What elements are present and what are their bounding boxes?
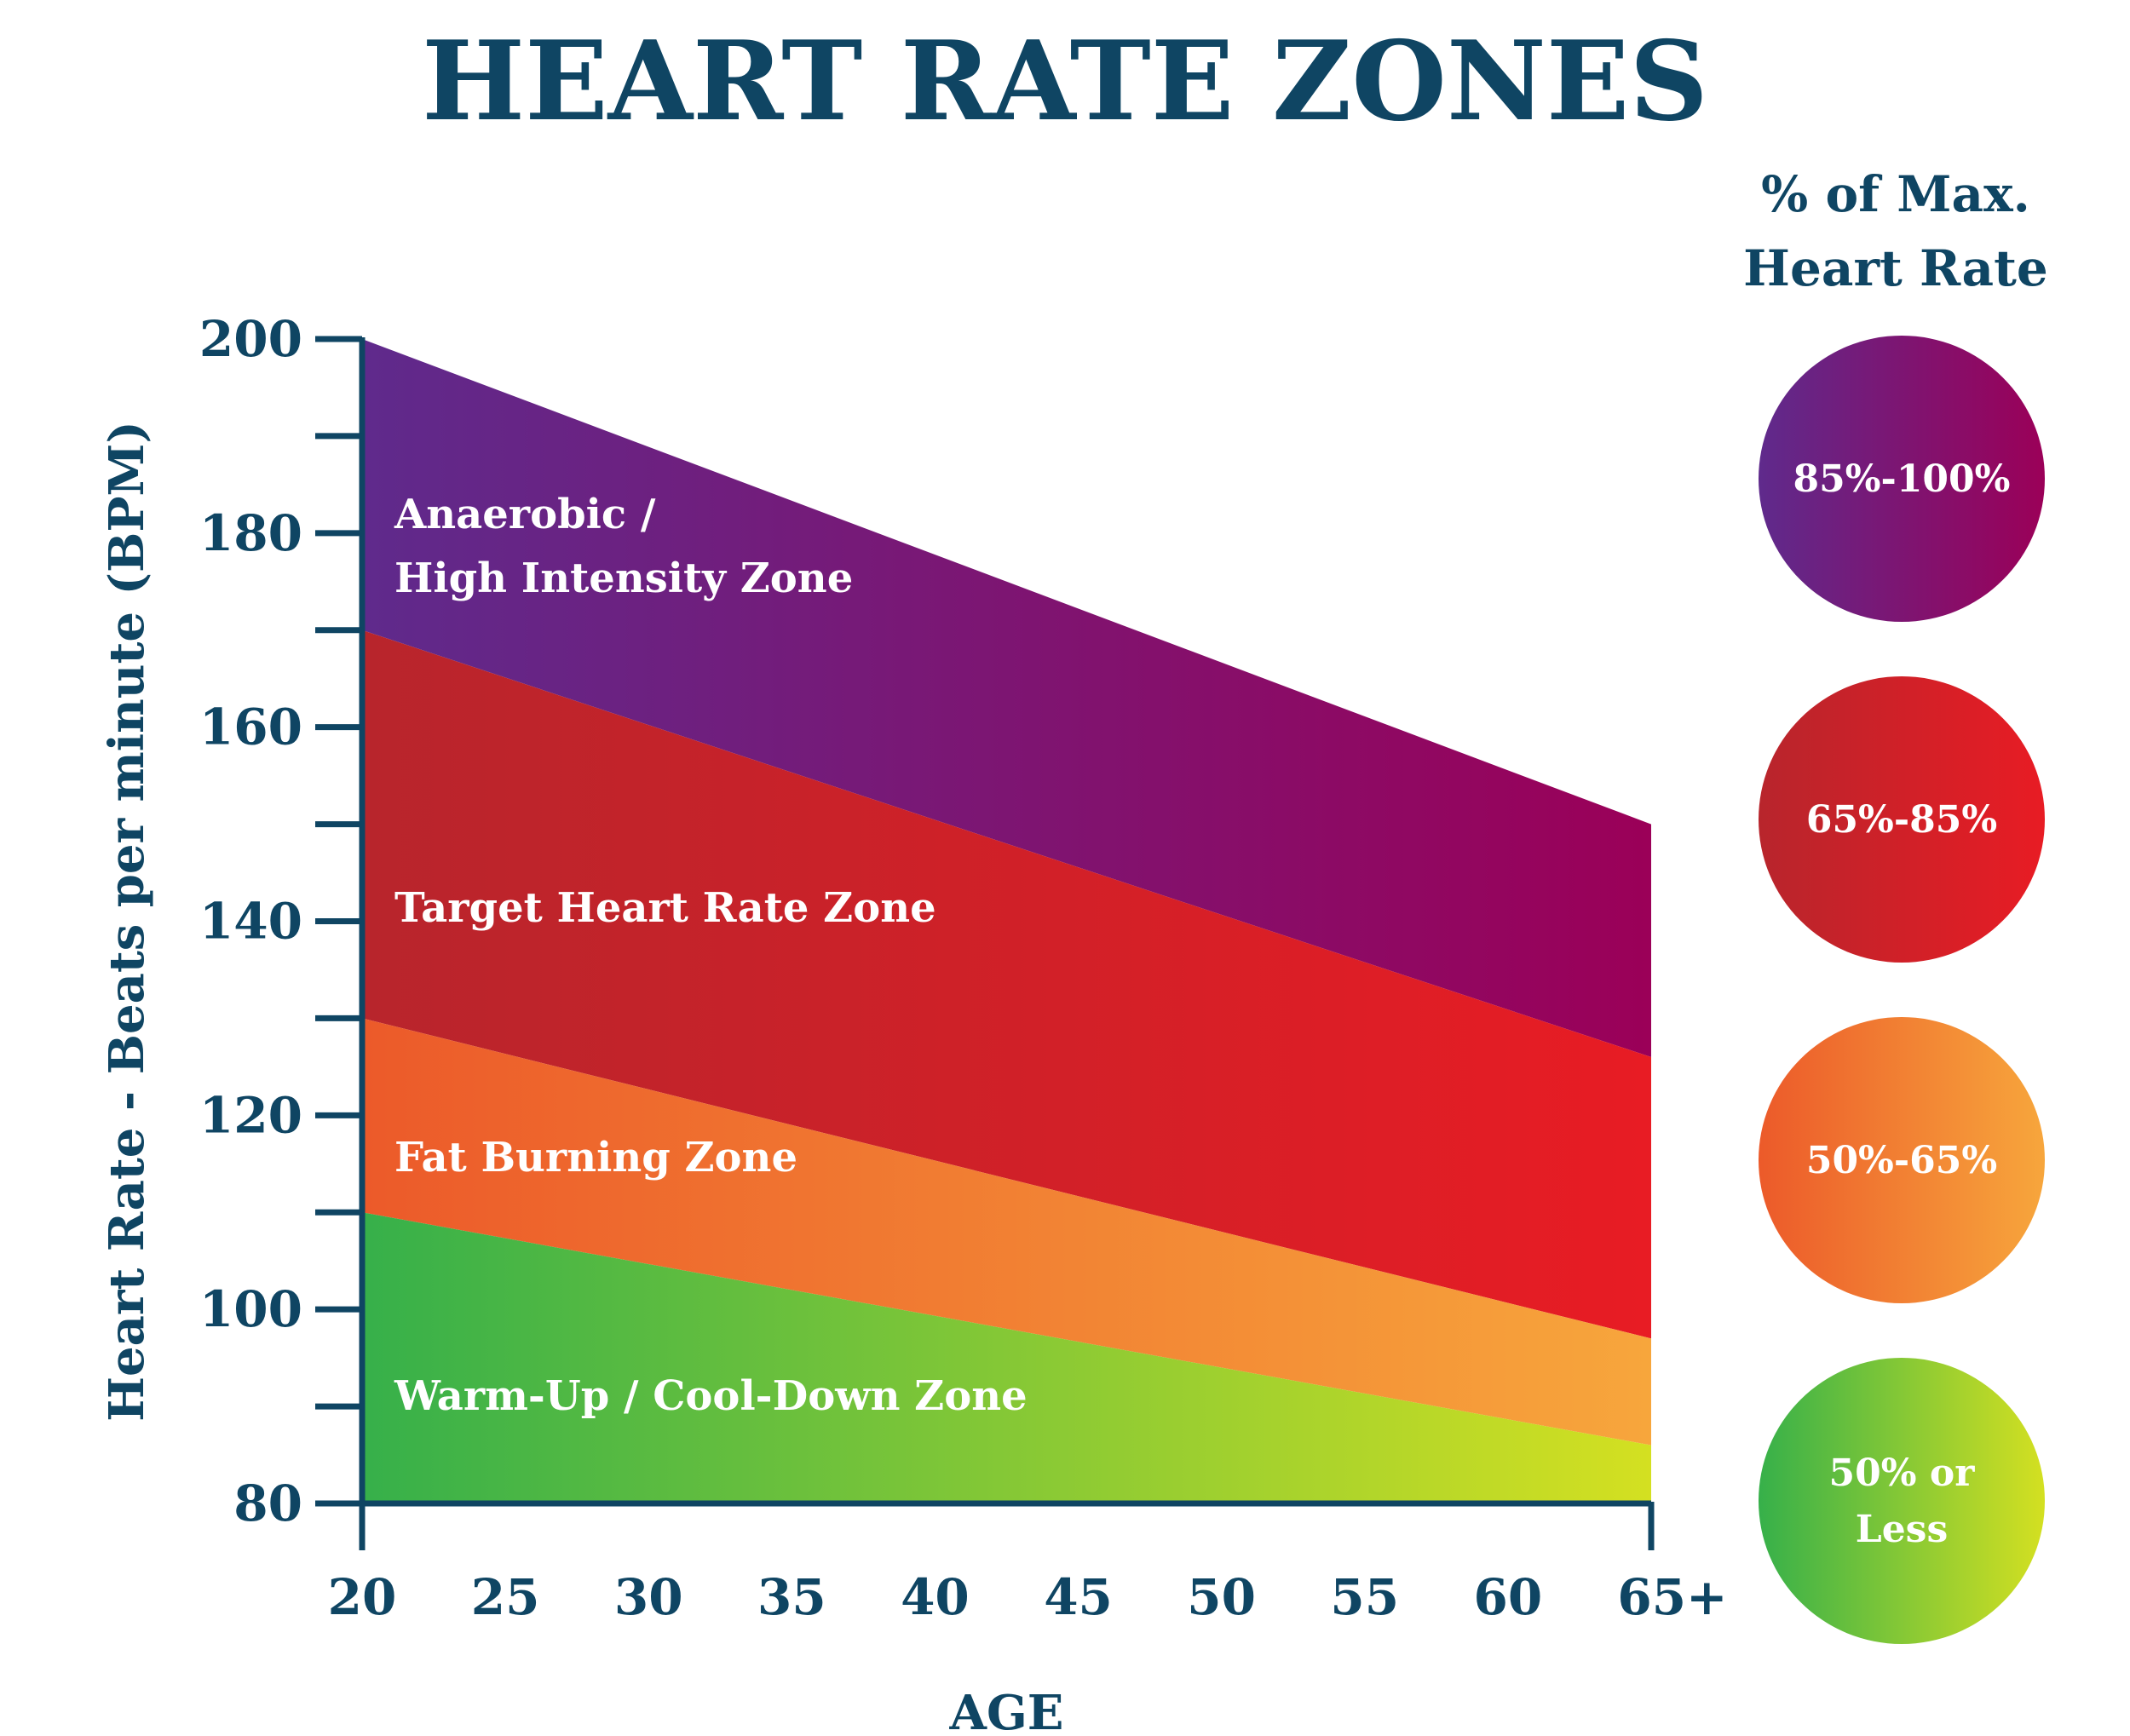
legend-badge-text-0: 85%-100% (1793, 457, 2011, 501)
y-tick-label: 100 (199, 1280, 302, 1338)
percent-max-heart-rate-legend: % of Max. Heart Rate 85%-100% 65%-85% 50%-… (1743, 165, 2048, 1644)
x-tick-label: 45 (1044, 1568, 1113, 1626)
x-tick-label: 55 (1330, 1568, 1399, 1626)
y-axis-label: Heart Rate - Beats per minute (BPM) (99, 421, 155, 1422)
zone-label-3-line-0: Warm-Up / Cool-Down Zone (394, 1372, 1028, 1420)
x-tick-label: 60 (1474, 1568, 1543, 1626)
y-tick-label: 140 (199, 893, 302, 951)
legend-title-line-1: % of Max. (1761, 165, 2030, 223)
zone-labels: Anaerobic / High Intensity Zone Target Hea… (394, 491, 1028, 1420)
zone-area-3 (362, 1212, 1651, 1503)
zone-label-1-line-0: Target Heart Rate Zone (394, 884, 936, 932)
legend-badge-3 (1759, 1358, 2045, 1644)
zone-areas (362, 339, 1651, 1503)
legend-badge-1 (1759, 676, 2045, 963)
legend-badge-text-1: 65%-85% (1806, 798, 1997, 842)
zone-label-0-line-0: Anaerobic / (394, 491, 656, 538)
zone-area-2 (362, 1018, 1651, 1446)
legend-badge-2 (1759, 1017, 2045, 1303)
y-tick-label: 120 (199, 1086, 302, 1144)
y-axis-tick-labels: 80 100 120 140 160 180 200 (199, 310, 302, 1532)
zone-label-2-line-0: Fat Burning Zone (394, 1134, 797, 1181)
legend-title-line-2: Heart Rate (1743, 239, 2048, 297)
y-tick-label: 180 (199, 504, 302, 562)
legend-badges: 85%-100% 65%-85% 50%-65% 50% or Less (1759, 336, 2045, 1644)
zone-label-0-line-1: High Intensity Zone (394, 555, 853, 602)
x-tick-label: 50 (1187, 1568, 1256, 1626)
zone-area-0 (362, 339, 1651, 1057)
x-tick-label: 35 (757, 1568, 826, 1626)
legend-badge-text-2: 50%-65% (1806, 1139, 1997, 1182)
chart-title: HEART RATE ZONES (422, 18, 1708, 146)
x-tick-label: 20 (328, 1568, 397, 1626)
x-axis-tick-labels: 20 25 30 35 40 45 50 55 60 65+ (328, 1568, 1728, 1626)
x-tick-label: 30 (614, 1568, 683, 1626)
x-tick-label: 65+ (1617, 1568, 1727, 1626)
x-tick-label: 25 (471, 1568, 540, 1626)
x-tick-label: 40 (901, 1568, 970, 1626)
zone-area-1 (362, 629, 1651, 1339)
axes (315, 336, 1655, 1550)
x-axis-label: AGE (949, 1685, 1064, 1736)
legend-badge-text-3: 50% or Less (1829, 1451, 1976, 1551)
y-tick-label: 200 (199, 310, 302, 368)
y-tick-label: 160 (199, 698, 302, 756)
y-tick-label: 80 (233, 1474, 302, 1532)
legend-badge-0 (1759, 336, 2045, 622)
